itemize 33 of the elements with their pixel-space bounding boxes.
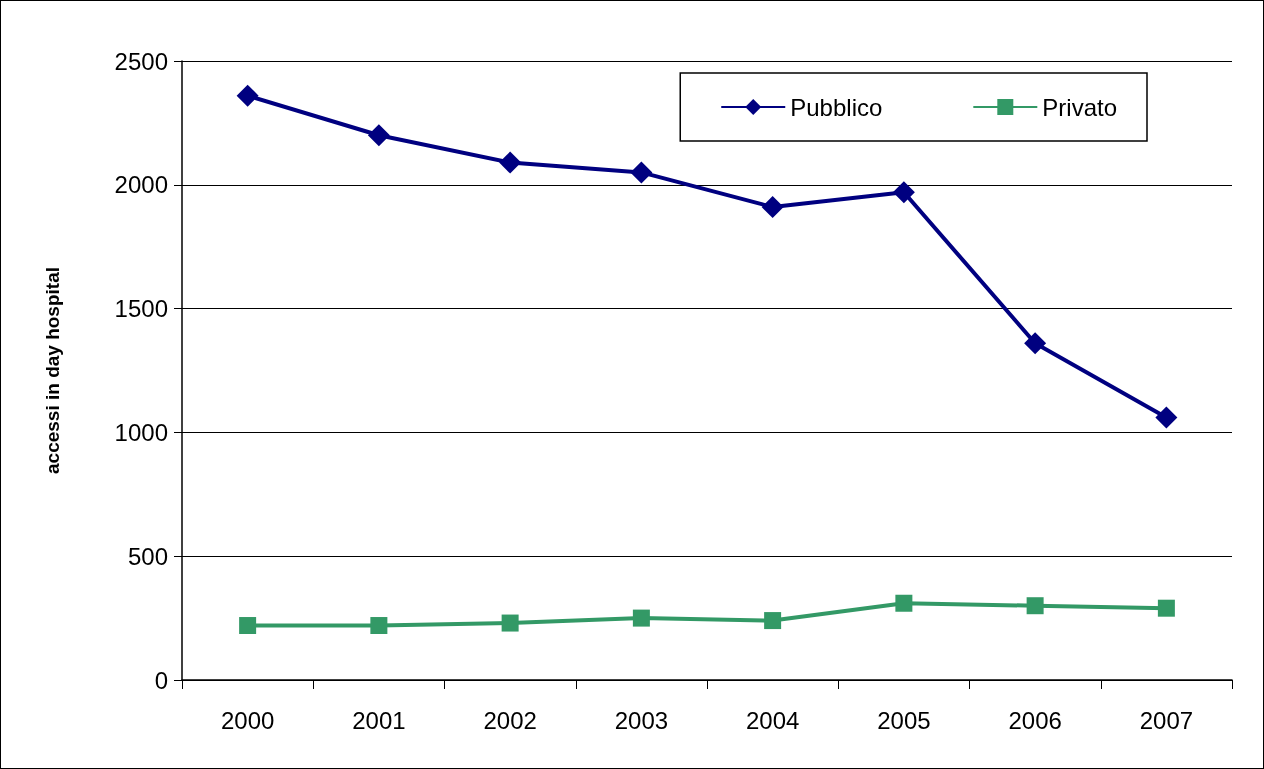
x-tick-label: 2002 (483, 706, 537, 734)
point (1155, 406, 1178, 429)
point (499, 151, 522, 174)
y-tick-label: 0 (154, 666, 168, 694)
y-tick-label: 500 (127, 542, 168, 570)
point (1157, 599, 1175, 617)
point (1024, 332, 1047, 355)
x-tick-label: 2003 (614, 706, 669, 734)
y-tick-label: 2500 (114, 47, 168, 75)
point (501, 614, 519, 632)
x-tick-label: 2001 (352, 706, 406, 734)
point (764, 612, 782, 630)
point (892, 181, 915, 204)
x-tick-label: 2004 (745, 706, 800, 734)
y-tick-label: 1500 (114, 295, 168, 323)
point (1026, 597, 1044, 615)
point (367, 124, 390, 147)
point (370, 617, 388, 635)
x-tick-label: 2005 (877, 706, 931, 734)
point (761, 196, 784, 219)
legend-label: Pubblico (790, 93, 883, 121)
x-tick-label: 2000 (220, 706, 275, 734)
point (239, 617, 257, 635)
point (895, 594, 913, 612)
x-tick-label: 2007 (1139, 706, 1194, 734)
y-axis-title: accessi in day hospital (42, 267, 63, 474)
legend-label: Privato (1042, 93, 1118, 121)
y-tick-label: 1000 (114, 418, 168, 446)
point (632, 609, 650, 627)
point (630, 161, 653, 184)
point (236, 84, 259, 107)
x-tick-label: 2006 (1008, 706, 1062, 734)
y-tick-label: 2000 (114, 171, 168, 199)
